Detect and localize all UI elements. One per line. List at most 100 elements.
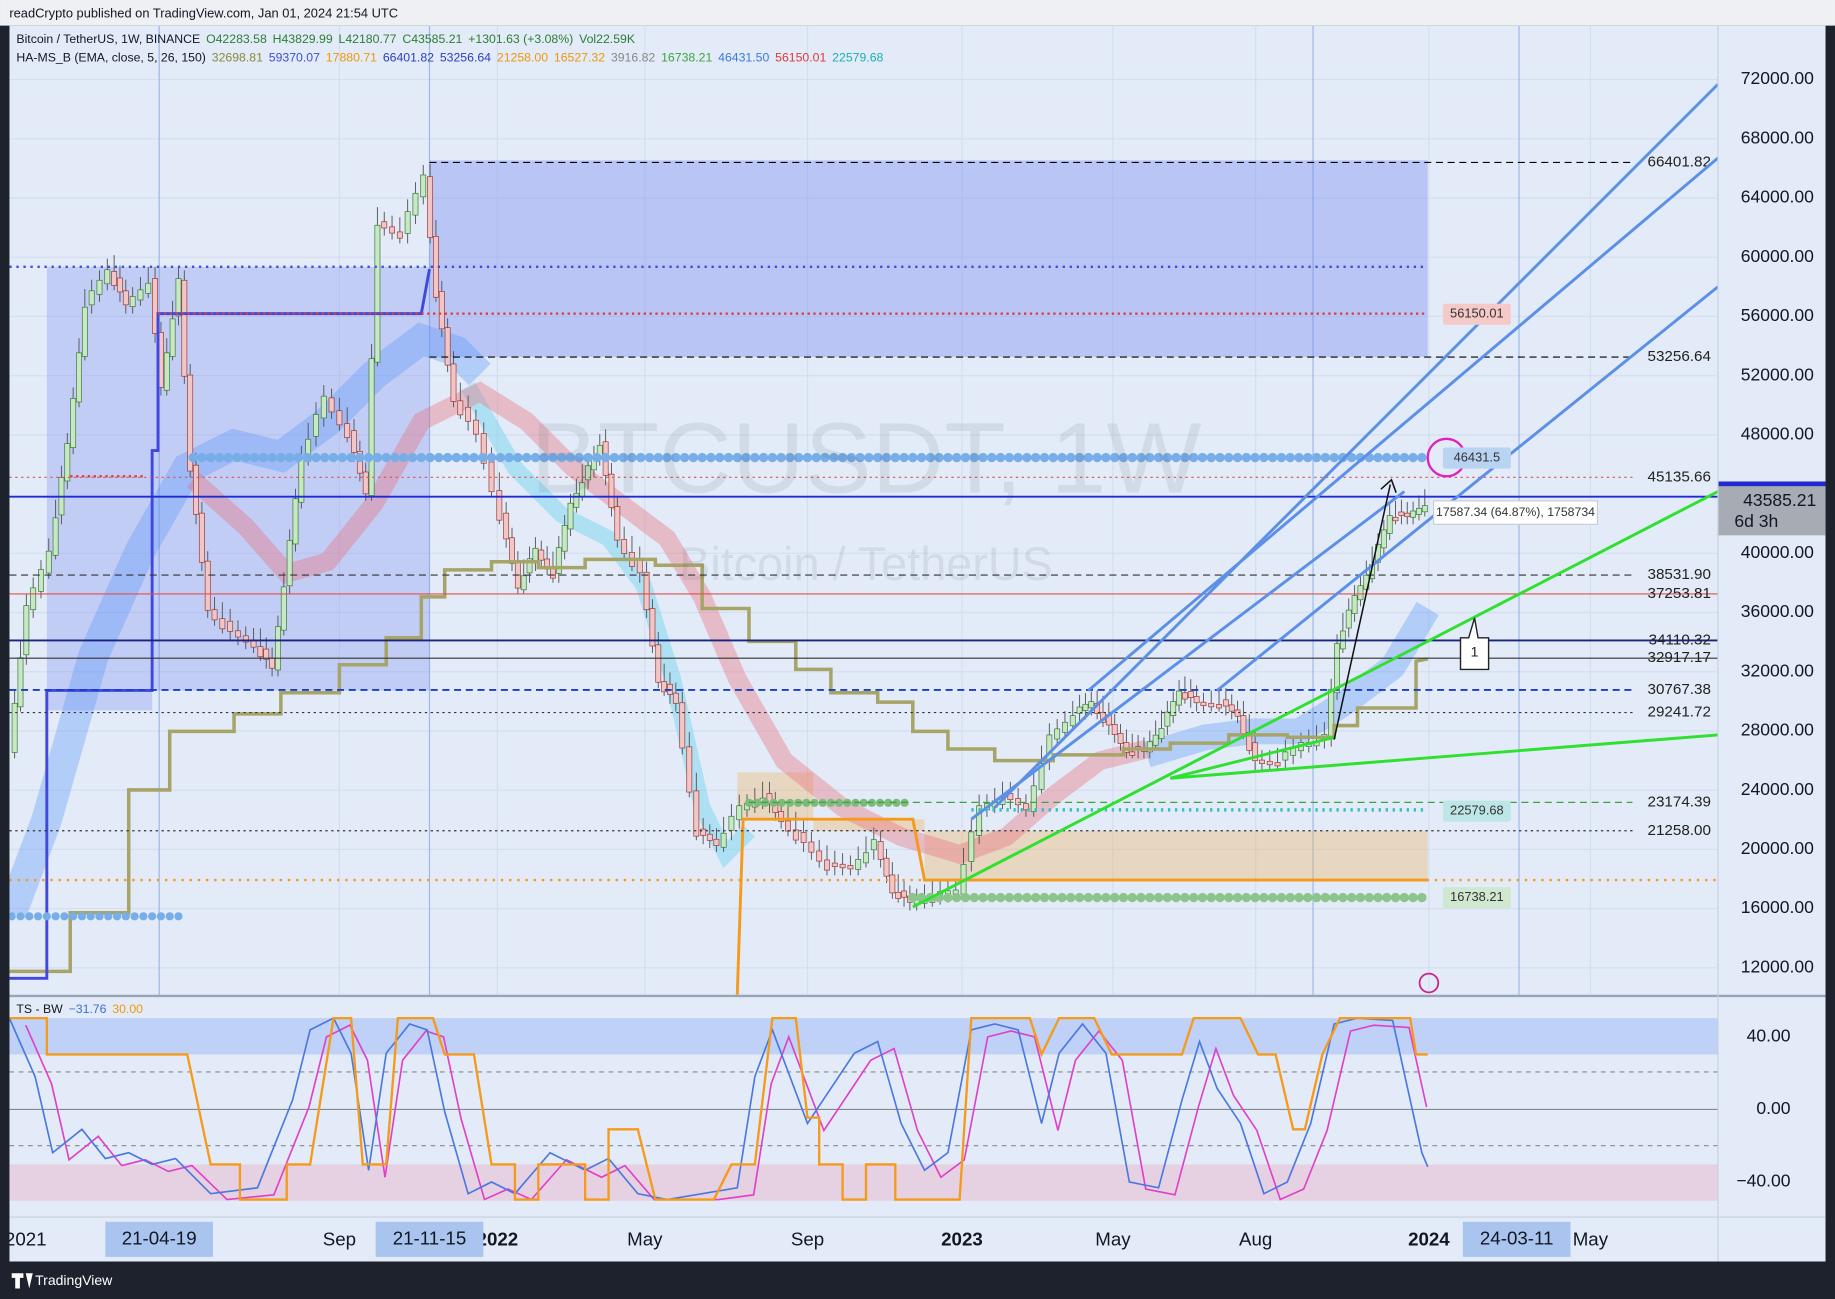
legend-main: Bitcoin / TetherUS, 1W, BINANCE O42283.58… — [16, 32, 635, 46]
oversold-band — [9, 1164, 1718, 1201]
candle — [538, 549, 545, 561]
candle — [472, 419, 479, 435]
osc-orange — [9, 1016, 1428, 1201]
candle — [555, 547, 562, 574]
time-label: May — [627, 1228, 663, 1249]
osc-title: TS - BW — [16, 1002, 63, 1016]
candle — [1404, 512, 1411, 518]
candle — [1222, 699, 1229, 707]
level-label: 53256.64 — [1648, 348, 1712, 365]
price-tick-label: 20000.00 — [1741, 838, 1814, 858]
candle — [1152, 734, 1159, 746]
indicator-value: 16527.32 — [554, 51, 605, 65]
event-icon — [1418, 972, 1440, 994]
candle — [1392, 516, 1399, 522]
candle — [1345, 609, 1352, 629]
time-highlight-box — [375, 1221, 484, 1257]
brand[interactable]: TradingView — [35, 1272, 113, 1288]
candle — [870, 839, 877, 851]
price-tag: 22579.68 — [1450, 803, 1504, 818]
level-label: 21258.00 — [1648, 822, 1711, 839]
candle — [457, 400, 464, 416]
time-highlight: 24-03-11 — [1480, 1227, 1554, 1248]
price-tick-label: 64000.00 — [1741, 187, 1814, 207]
candle — [351, 430, 357, 453]
ha-ms-step — [9, 557, 1429, 974]
candle — [1111, 724, 1118, 735]
chart-background — [9, 25, 1826, 1262]
price-tag-box — [1442, 800, 1511, 822]
candle — [1282, 751, 1289, 761]
candle — [298, 456, 305, 503]
candle — [889, 874, 896, 894]
level-label: 66401.82 — [1648, 153, 1711, 170]
candle — [313, 414, 319, 437]
time-highlight-box — [1462, 1221, 1571, 1257]
candle — [976, 805, 983, 836]
candle — [778, 811, 785, 822]
candle — [152, 278, 158, 334]
level-label: 38531.90 — [1648, 566, 1711, 583]
trend-line-green — [1170, 733, 1718, 780]
ema-band-blue — [9, 322, 491, 919]
price-tick-label: 56000.00 — [1741, 305, 1814, 325]
osc-tick-label: 0.00 — [1756, 1098, 1790, 1118]
candle — [219, 618, 226, 630]
candle — [404, 211, 411, 234]
candle — [824, 859, 830, 871]
candle — [280, 586, 287, 631]
candle — [427, 176, 434, 238]
candle — [250, 640, 257, 648]
level-label: 37253.81 — [1648, 585, 1711, 602]
candle — [1181, 692, 1188, 700]
osc-legend: TS - BW −31.76 30.00 — [16, 1002, 143, 1016]
trend-line-blue — [993, 83, 1718, 809]
candle — [374, 224, 381, 363]
level-label: 32917.17 — [1648, 649, 1711, 666]
candle — [672, 692, 679, 704]
candle — [438, 291, 445, 330]
candle — [211, 609, 218, 621]
candle — [362, 471, 369, 495]
candle — [1216, 704, 1222, 709]
price-tick-label: 72000.00 — [1741, 68, 1814, 88]
ema-band-blue-right — [1143, 601, 1439, 768]
trend-line-blue — [1216, 285, 1718, 692]
close-box — [1717, 486, 1826, 536]
trend-line-blue — [1087, 156, 1718, 692]
candle — [137, 289, 144, 301]
time-highlight-box — [105, 1221, 213, 1257]
candle — [1117, 733, 1124, 744]
candle — [163, 352, 170, 391]
candle — [117, 277, 123, 293]
candle — [444, 327, 451, 366]
level-label: 29241.72 — [1648, 704, 1711, 721]
candle — [1038, 763, 1045, 790]
candle — [1176, 690, 1182, 706]
candle — [111, 271, 118, 286]
candle — [561, 525, 568, 552]
candle — [585, 465, 591, 481]
candle — [52, 517, 59, 556]
candle — [792, 829, 799, 841]
measure-box — [1433, 500, 1599, 525]
candle — [895, 891, 902, 899]
candle — [389, 226, 395, 234]
time-label: May — [1573, 1228, 1609, 1249]
candle — [81, 306, 88, 357]
candle — [839, 863, 846, 869]
indicator-value: 22579.68 — [832, 51, 883, 65]
time-label: Sep — [791, 1228, 824, 1249]
candle — [1357, 585, 1364, 601]
candle — [1129, 751, 1136, 756]
candle — [1046, 734, 1053, 762]
candle — [720, 832, 727, 848]
candle — [686, 746, 693, 793]
candle — [175, 278, 182, 317]
price-tick-label: 68000.00 — [1741, 127, 1814, 147]
oscillator-pane: TS - BW −31.76 30.00 — [9, 1002, 1718, 1201]
candle — [38, 569, 44, 592]
osc-magenta — [25, 1024, 1428, 1201]
legend-ohlc: C43585.21 — [402, 32, 462, 46]
candle — [17, 657, 24, 708]
